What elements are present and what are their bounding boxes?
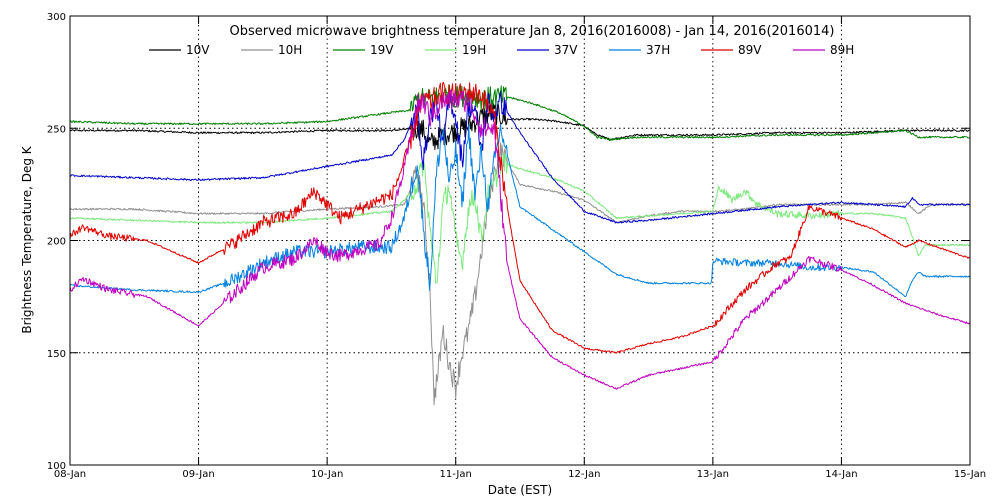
x-tick-label: 15-Jan — [954, 469, 986, 480]
x-tick-label: 13-Jan — [697, 469, 729, 480]
x-tick-label: 12-Jan — [568, 469, 600, 480]
x-tick-label: 08-Jan — [54, 469, 86, 480]
series-line-10v — [69, 102, 970, 150]
y-tick-label: 250 — [47, 124, 66, 135]
y-tick-label: 300 — [47, 12, 66, 23]
chart-legend: 10V 10H 19V 19H 37V 37H 89V 89H — [149, 43, 854, 57]
chart-series — [69, 81, 970, 406]
legend-label-89v: 89V — [738, 43, 762, 57]
legend-label-19h: 19H — [462, 43, 486, 57]
legend-label-19v: 19V — [370, 43, 394, 57]
series-line-89h — [69, 89, 970, 390]
x-tick-label: 09-Jan — [182, 469, 214, 480]
legend-label-89h: 89H — [830, 43, 854, 57]
series-line-19v — [69, 84, 970, 141]
y-axis-label: Brightness Temperature, Deg K — [20, 145, 34, 333]
series-line-89v — [69, 81, 970, 354]
y-tick-label: 100 — [47, 461, 66, 472]
chart-grid — [70, 16, 970, 465]
series-line-37h — [69, 123, 970, 297]
series-line-37v — [69, 91, 970, 224]
chart-ticks: 08-Jan 09-Jan 10-Jan 11-Jan 12-Jan 13-Jan 14-J… — [47, 12, 986, 480]
series-line-19h — [69, 153, 970, 284]
legend-label-10v: 10V — [186, 43, 210, 57]
chart-title: Observed microwave brightness temperatur… — [230, 24, 835, 39]
x-tick-label: 14-Jan — [825, 469, 857, 480]
legend-label-37h: 37H — [646, 43, 670, 57]
series-line-10h — [69, 142, 970, 406]
x-tick-label: 11-Jan — [440, 469, 472, 480]
y-tick-label: 200 — [47, 237, 66, 248]
y-tick-label: 150 — [47, 349, 66, 360]
x-axis-label: Date (EST) — [488, 483, 552, 497]
legend-label-37v: 37V — [554, 43, 578, 57]
legend-label-10h: 10H — [278, 43, 302, 57]
x-tick-label: 10-Jan — [311, 469, 343, 480]
